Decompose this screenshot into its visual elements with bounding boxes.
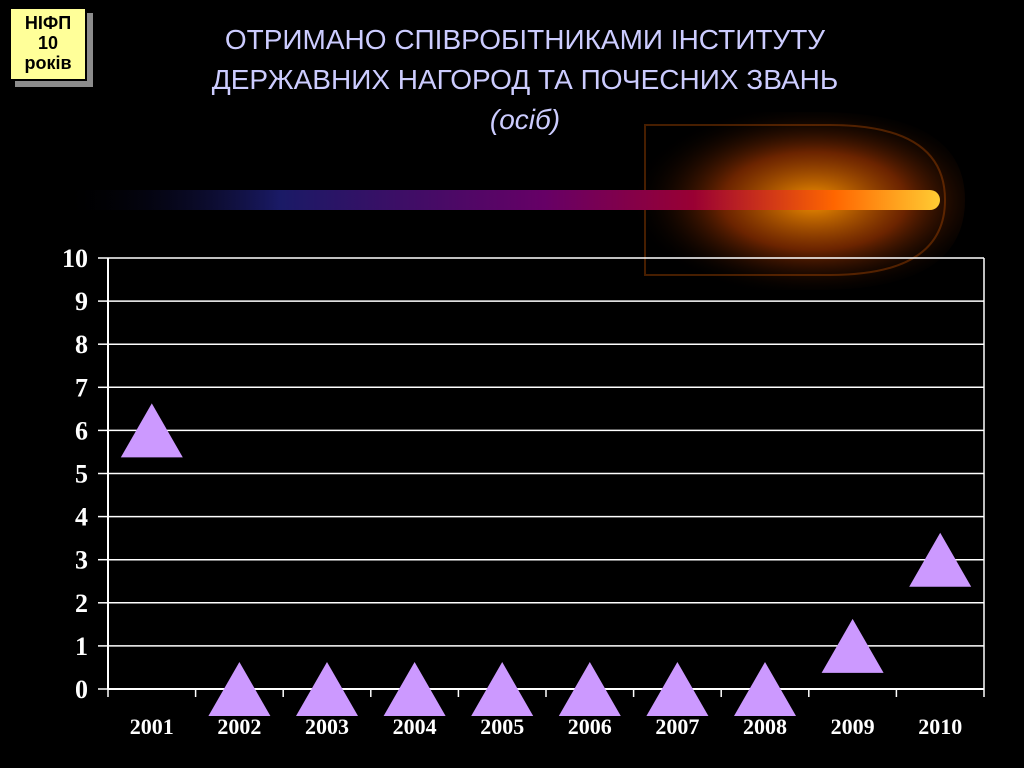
y-tick-label-10: 10 bbox=[62, 244, 88, 273]
y-tick-label-6: 6 bbox=[75, 416, 88, 445]
x-tick-label-2003: 2003 bbox=[305, 714, 349, 739]
slide-title: ОТРИМАНО СПІВРОБІТНИКАМИ ІНСТИТУТУ ДЕРЖА… bbox=[110, 20, 940, 140]
data-point-2002 bbox=[208, 662, 271, 716]
title-unit: (осіб) bbox=[489, 104, 561, 135]
data-point-2006 bbox=[558, 662, 621, 716]
y-tick-label-2: 2 bbox=[75, 589, 88, 618]
title-line-1: ОТРИМАНО СПІВРОБІТНИКАМИ ІНСТИТУТУ bbox=[224, 24, 826, 55]
x-tick-label-2010: 2010 bbox=[918, 714, 962, 739]
y-tick-label-4: 4 bbox=[75, 503, 88, 532]
badge-line-3: років bbox=[24, 53, 72, 73]
data-points bbox=[120, 403, 972, 716]
comet-trail bbox=[60, 190, 940, 210]
comet-ring bbox=[644, 124, 947, 276]
x-tick-label-2002: 2002 bbox=[217, 714, 261, 739]
x-tick-label-2005: 2005 bbox=[480, 714, 524, 739]
data-point-2009 bbox=[821, 618, 884, 673]
comet-decoration bbox=[60, 112, 965, 290]
y-tick-label-7: 7 bbox=[75, 373, 88, 402]
x-axis-ticks: 2001 2002 2003 2004 2005 2006 2007 2008 2009 2010 bbox=[107, 689, 985, 739]
badge-line-1: НІФП bbox=[24, 13, 72, 33]
data-point-2004 bbox=[383, 662, 446, 716]
title-line-2: ДЕРЖАВНИХ НАГОРОД ТА ПОЧЕСНИХ ЗВАНЬ bbox=[211, 64, 839, 95]
grid-lines bbox=[108, 257, 984, 647]
y-tick-label-1: 1 bbox=[75, 632, 88, 661]
data-point-2003 bbox=[296, 662, 358, 716]
data-point-2005 bbox=[471, 662, 534, 716]
y-tick-label-3: 3 bbox=[75, 546, 88, 575]
x-tick-label-2006: 2006 bbox=[568, 714, 612, 739]
x-tick-label-2008: 2008 bbox=[743, 714, 787, 739]
x-tick-label-2001: 2001 bbox=[130, 714, 174, 739]
data-point-2007 bbox=[646, 662, 709, 716]
anniversary-badge: НІФП 10 років bbox=[9, 7, 87, 81]
y-tick-label-5: 5 bbox=[75, 460, 88, 489]
data-point-2010 bbox=[909, 532, 972, 587]
data-point-2001 bbox=[120, 403, 183, 458]
y-tick-label-9: 9 bbox=[75, 287, 88, 316]
y-tick-label-0: 0 bbox=[75, 675, 88, 704]
x-tick-label-2007: 2007 bbox=[655, 714, 699, 739]
y-tick-label-8: 8 bbox=[75, 330, 88, 359]
data-point-2008 bbox=[734, 662, 796, 716]
y-axis-ticks: 0 1 2 3 4 5 6 7 8 9 10 bbox=[62, 244, 108, 704]
x-tick-label-2009: 2009 bbox=[831, 714, 875, 739]
x-tick-label-2004: 2004 bbox=[393, 714, 437, 739]
badge-line-2: 10 bbox=[37, 33, 59, 53]
